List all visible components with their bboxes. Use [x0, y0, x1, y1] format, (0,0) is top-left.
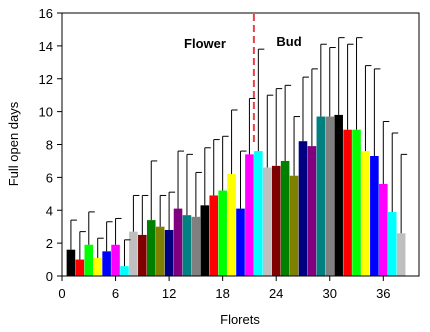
x-axis-label: Florets	[220, 312, 260, 327]
bar	[271, 165, 281, 276]
bars-layer	[66, 114, 406, 277]
bar	[182, 215, 192, 276]
annotation-flower: Flower	[184, 36, 226, 51]
bar	[289, 175, 299, 276]
bar	[298, 141, 308, 276]
bar	[66, 249, 76, 276]
bar	[387, 211, 397, 276]
bar	[316, 116, 326, 277]
y-axis-ticks: 0 2 4 6 8 10 12 14 16	[39, 6, 62, 284]
bar	[93, 257, 102, 276]
annotation-bud: Bud	[276, 34, 301, 49]
bar	[325, 116, 335, 277]
bar	[164, 229, 174, 276]
x-tick-label: 30	[323, 286, 337, 301]
y-tick-label: 8	[46, 138, 53, 153]
bar	[379, 183, 388, 276]
bar	[155, 226, 165, 276]
x-tick-label: 6	[112, 286, 119, 301]
x-tick-label: 24	[269, 286, 283, 301]
x-tick-label: 12	[162, 286, 176, 301]
y-tick-label: 4	[46, 203, 53, 218]
bar	[200, 205, 210, 276]
y-tick-label: 16	[39, 6, 53, 21]
bar	[111, 244, 120, 276]
bar	[191, 216, 201, 276]
error-bars-layer	[70, 37, 408, 267]
bar	[227, 174, 236, 276]
bar	[280, 160, 290, 276]
y-tick-label: 0	[46, 269, 53, 284]
bar	[343, 129, 352, 276]
bar	[84, 244, 94, 276]
bar	[75, 259, 85, 276]
bar	[352, 129, 361, 276]
bar	[102, 251, 111, 276]
x-tick-label: 0	[58, 286, 65, 301]
bar	[396, 233, 406, 276]
x-tick-label: 18	[215, 286, 229, 301]
bar	[236, 208, 245, 276]
x-axis-ticks: 0 6 12 18 24 30 36	[58, 276, 391, 301]
bar	[245, 154, 254, 276]
bar	[218, 190, 227, 276]
y-tick-label: 6	[46, 170, 53, 185]
y-tick-label: 10	[39, 105, 53, 120]
y-tick-label: 2	[46, 236, 53, 251]
bar	[146, 220, 156, 276]
bar	[254, 151, 263, 276]
bar	[173, 208, 183, 276]
bar	[262, 167, 272, 276]
y-tick-label: 14	[39, 39, 53, 54]
y-tick-label: 12	[39, 72, 53, 87]
bar	[361, 151, 370, 276]
bar	[370, 156, 379, 276]
x-tick-label: 36	[376, 286, 390, 301]
bar	[120, 266, 129, 276]
bar	[138, 234, 147, 276]
y-axis-label: Full open days	[6, 101, 21, 186]
bar	[209, 195, 219, 276]
bar	[129, 231, 138, 276]
bar	[334, 114, 343, 276]
bar	[307, 146, 317, 276]
